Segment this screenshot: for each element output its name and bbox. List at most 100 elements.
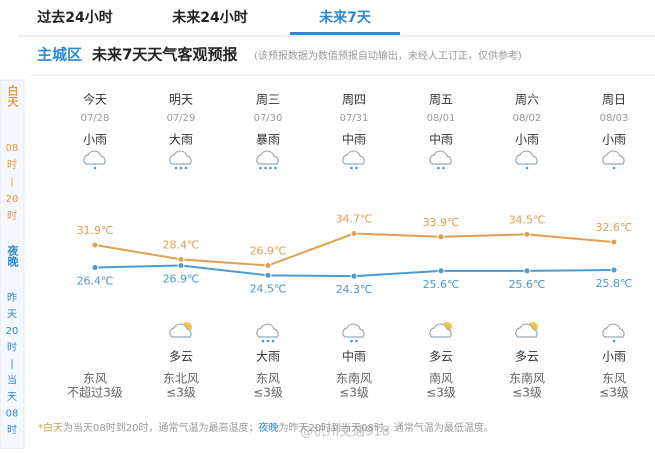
day-name: 周三 xyxy=(256,93,280,107)
temperature-point xyxy=(177,255,185,263)
icon-drop xyxy=(355,166,358,170)
icon-cloud xyxy=(342,150,365,165)
wind-direction: 东风 xyxy=(256,372,280,386)
icon-drop xyxy=(184,166,188,170)
day-name: 周五 xyxy=(429,93,453,107)
temperature-label: 25.8℃ xyxy=(596,277,633,290)
icon-drop xyxy=(525,166,529,170)
icon-cloud xyxy=(515,323,538,338)
icon-drop xyxy=(612,339,616,343)
temperature-point xyxy=(523,267,531,275)
wind-level: ≤3级 xyxy=(512,386,542,400)
weather-icon xyxy=(256,150,279,170)
side-night-time: | xyxy=(10,359,13,370)
icon-cloud xyxy=(342,323,365,338)
temperature-label: 25.6℃ xyxy=(509,278,546,291)
day-date: 08/02 xyxy=(513,113,542,124)
night-weather: 中雨 xyxy=(342,349,366,364)
active-tab-underline xyxy=(290,32,400,35)
day-weather: 小雨 xyxy=(83,133,107,147)
forecast-note: (该预报数据为数值预报自动输出，未经人工订正，仅供参考) xyxy=(254,49,522,62)
temperature-label: 26.9℃ xyxy=(163,273,200,286)
day-date: 07/28 xyxy=(81,113,110,124)
footer-part: 白天 xyxy=(43,421,63,434)
weather-icon xyxy=(342,323,365,343)
day-weather: 小雨 xyxy=(515,133,539,147)
weather-icon xyxy=(169,322,192,338)
icon-cloud xyxy=(602,150,625,165)
night-weather: 多云 xyxy=(169,350,193,364)
icon-cloud xyxy=(256,150,279,165)
side-night-time: 昨 xyxy=(7,292,17,304)
day-name: 周六 xyxy=(515,93,539,107)
wind-level: 不超过3级 xyxy=(67,385,123,400)
temperature-label: 28.4℃ xyxy=(163,238,200,251)
side-night-time: 20 xyxy=(6,326,19,337)
day-weather: 中雨 xyxy=(429,132,453,147)
icon-cloud xyxy=(256,323,279,338)
icon-drop xyxy=(259,166,262,170)
weather-icon xyxy=(602,150,625,170)
temperature-point xyxy=(610,266,618,274)
footer-part: 为当天08时到20时，通常气温为最高温度； xyxy=(63,421,258,434)
temperature-label: 25.6℃ xyxy=(423,278,460,291)
night-weather: 大雨 xyxy=(256,350,280,364)
temperature-label: 24.3℃ xyxy=(336,283,373,296)
icon-drop xyxy=(350,166,353,170)
temperature-label: 34.7℃ xyxy=(336,213,373,226)
wind-level: ≤3级 xyxy=(166,386,196,400)
temperature-point xyxy=(350,230,358,238)
side-night-time: 08 xyxy=(6,409,19,420)
day-weather: 中雨 xyxy=(342,132,366,147)
tab[interactable]: 未来24小时 xyxy=(172,9,247,26)
night-weather: 小雨 xyxy=(602,350,626,364)
side-day-time: 08 xyxy=(6,143,19,154)
temperature-label: 26.4℃ xyxy=(77,275,114,288)
wind-direction: 东南风 xyxy=(336,371,372,386)
area-name: 主城区 xyxy=(37,46,82,64)
weather-icon xyxy=(429,322,452,338)
icon-drop xyxy=(442,166,445,170)
side-night-time: 时 xyxy=(7,342,17,354)
icon-drop xyxy=(269,166,272,170)
side-night-time: 当 xyxy=(7,374,17,387)
icon-drop xyxy=(350,339,353,343)
forecast-title: 未来7天天气客观预报 xyxy=(91,46,237,64)
wind-direction: 东风 xyxy=(602,372,626,386)
wind-direction: 东北风 xyxy=(163,372,199,386)
side-night: 夜晚 xyxy=(6,244,20,268)
icon-cloud xyxy=(429,150,452,165)
icon-drop xyxy=(93,166,97,170)
night-weather: 多云 xyxy=(429,350,453,364)
day-name: 明天 xyxy=(169,93,193,107)
day-name: 周日 xyxy=(602,93,626,107)
day-date: 08/03 xyxy=(600,113,629,124)
weather-icon xyxy=(169,150,192,170)
side-day-time: 时 xyxy=(7,159,17,171)
weather-icon xyxy=(515,322,538,338)
weather-icon xyxy=(83,150,106,170)
side-strip xyxy=(0,79,25,450)
wind-level: ≤3级 xyxy=(339,386,369,400)
temperature-label: 24.5℃ xyxy=(250,282,287,295)
side-night-time: 天 xyxy=(7,392,17,403)
tab[interactable]: 未来7天 xyxy=(319,9,372,26)
icon-cloud xyxy=(429,323,452,338)
icon-drop xyxy=(264,166,267,170)
tab[interactable]: 过去24小时 xyxy=(37,9,112,26)
temperature-point xyxy=(177,262,185,270)
side-night-time: 天 xyxy=(7,310,17,321)
side-day-time: 20 xyxy=(6,194,19,205)
side-day: 白天 xyxy=(6,84,19,108)
weather-icon xyxy=(602,323,625,343)
icon-drop xyxy=(355,339,358,343)
temperature-label: 32.6℃ xyxy=(596,221,633,234)
weather-icon xyxy=(342,150,365,170)
icon-cloud xyxy=(602,323,625,338)
footer-part: 为昨天20时到当天08时，通常气温为最低温度。 xyxy=(278,421,493,434)
icon-drop xyxy=(261,339,265,343)
temperature-point xyxy=(91,241,99,249)
wind-direction: 南风 xyxy=(429,371,453,386)
night-weather: 多云 xyxy=(515,350,539,364)
